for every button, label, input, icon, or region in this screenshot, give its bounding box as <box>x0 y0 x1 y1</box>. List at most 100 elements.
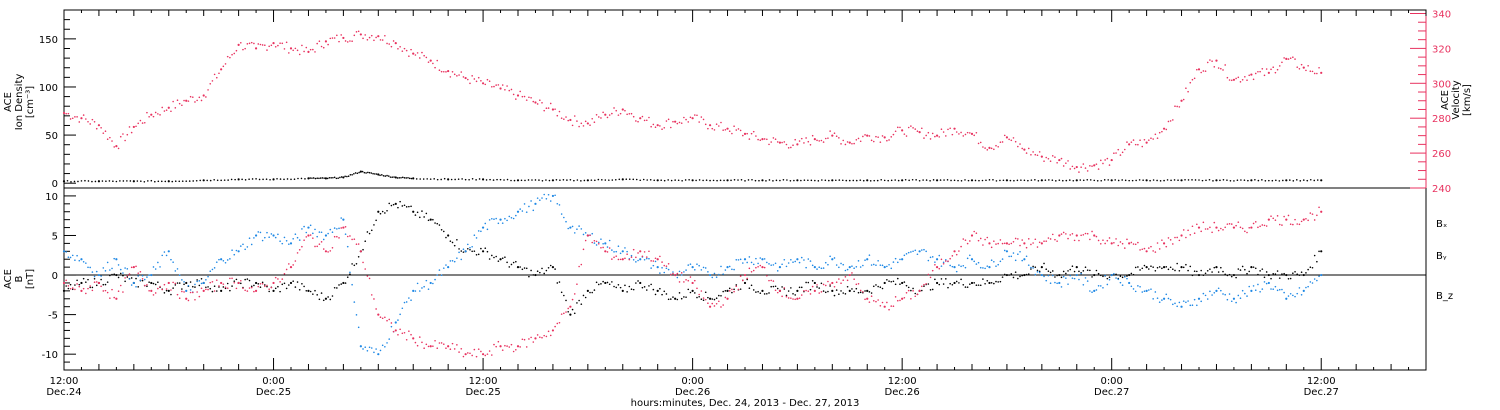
bz-series-point <box>220 281 223 285</box>
bx-series-dot <box>567 310 570 313</box>
bx-series-dot <box>1134 266 1137 269</box>
by-series-dot <box>1169 298 1172 301</box>
by-series-point <box>1110 273 1113 277</box>
by-series-point <box>778 266 782 269</box>
bz-series-dot <box>1248 227 1251 229</box>
velocity-series-dot <box>678 121 681 124</box>
velocity-series-dot <box>1065 162 1067 164</box>
by-series-dot <box>1032 267 1034 269</box>
bx-series-dot <box>281 283 284 286</box>
by-series-dot <box>1034 273 1037 276</box>
bx-series-dot <box>1292 272 1294 275</box>
density-series-dot <box>309 177 312 179</box>
bz-series-dot <box>469 352 471 355</box>
velocity-series-dot <box>1115 152 1117 154</box>
velocity-series-dot <box>1254 72 1257 75</box>
by-series-point <box>656 266 659 269</box>
velocity-series-dot <box>312 48 314 51</box>
density-series-dot <box>848 179 851 182</box>
density-series-dot <box>663 179 666 182</box>
density-series-dot <box>985 179 987 182</box>
by-series-dot <box>713 272 716 275</box>
bx-series-dot <box>822 290 825 292</box>
by-series-dot <box>715 276 718 278</box>
density-series-dot <box>346 175 348 178</box>
bx-series-dot <box>1071 265 1074 267</box>
by-series-dot <box>288 243 290 245</box>
by-series-dot <box>892 261 895 263</box>
velocity-series-point <box>185 99 188 102</box>
density-series-dot <box>929 180 931 182</box>
velocity-series-dot <box>69 118 72 120</box>
velocity-series-dot <box>1294 58 1296 60</box>
bx-series-point <box>220 289 223 292</box>
density-series-point <box>621 178 624 181</box>
velocity-series-dot <box>1141 145 1144 148</box>
bx-series-dot <box>1045 268 1048 270</box>
velocity-series-dot <box>1265 68 1268 70</box>
velocity-series-dot <box>672 120 674 123</box>
by-series-dot <box>74 259 76 261</box>
density-series-dot <box>332 176 334 179</box>
bz-series-dot <box>148 289 150 292</box>
by-series-dot <box>1008 255 1010 258</box>
velocity-series-point <box>1110 158 1113 162</box>
bz-series-dot <box>872 299 875 302</box>
by-series-point <box>62 250 66 253</box>
bz-series-dot <box>1051 233 1054 236</box>
bz-series-dot <box>768 279 770 282</box>
density-series-dot <box>859 179 862 181</box>
bz-series-dot <box>547 330 550 333</box>
by-series-dot <box>650 267 652 269</box>
velocity-series-dot <box>213 73 216 76</box>
bz-series-dot <box>1099 242 1102 245</box>
by-series-dot <box>877 259 879 262</box>
bz-series-dot <box>233 281 236 284</box>
velocity-series-dot <box>1292 56 1294 59</box>
by-series-dot <box>183 281 185 283</box>
by-series-dot <box>309 224 312 227</box>
bx-series-dot <box>626 291 628 293</box>
velocity-series-dot <box>1014 140 1017 143</box>
velocity-series-point <box>115 145 118 148</box>
velocity-series-dot <box>584 120 587 123</box>
density-series-dot <box>365 172 367 174</box>
bz-series-dot <box>340 227 343 229</box>
bz-series-dot <box>960 245 962 248</box>
bx-series-point <box>272 289 275 292</box>
velocity-series-dot <box>905 135 908 137</box>
by-series-dot <box>685 269 687 271</box>
velocity-series-point <box>202 94 205 97</box>
bz-series-dot <box>381 317 384 320</box>
velocity-series-dot <box>279 42 281 44</box>
bz-series-dot <box>986 236 989 239</box>
bx-series-dot <box>750 284 753 287</box>
bx-series-dot <box>879 286 882 288</box>
velocity-series-dot <box>1097 168 1100 170</box>
by-series-dot <box>154 268 157 270</box>
bx-series-dot <box>436 222 439 225</box>
velocity-series-dot <box>1176 105 1178 108</box>
bz-series-dot <box>1213 221 1216 224</box>
density-series-dot <box>580 180 582 182</box>
bx-series-dot <box>1185 263 1187 266</box>
bx-series-dot <box>776 287 779 290</box>
velocity-series-point <box>1005 136 1009 139</box>
bx-series-dot <box>493 256 495 259</box>
velocity-series-dot <box>949 127 951 130</box>
velocity-series-dot <box>466 78 469 81</box>
by-series-dot <box>1119 281 1122 284</box>
velocity-series-dot <box>301 44 303 47</box>
by-series-dot <box>630 254 633 257</box>
by-series-dot <box>1278 288 1281 291</box>
density-series-point <box>726 179 729 182</box>
bz-series-dot <box>615 255 618 257</box>
by-series-dot <box>582 233 585 236</box>
bz-series-dot <box>870 295 873 298</box>
density-series-dot <box>1208 178 1211 181</box>
bz-series-dot <box>451 342 454 345</box>
density-series-dot <box>548 179 551 182</box>
by-series-point <box>307 226 310 229</box>
bz-series-dot <box>521 338 524 341</box>
velocity-series-dot <box>198 96 201 99</box>
